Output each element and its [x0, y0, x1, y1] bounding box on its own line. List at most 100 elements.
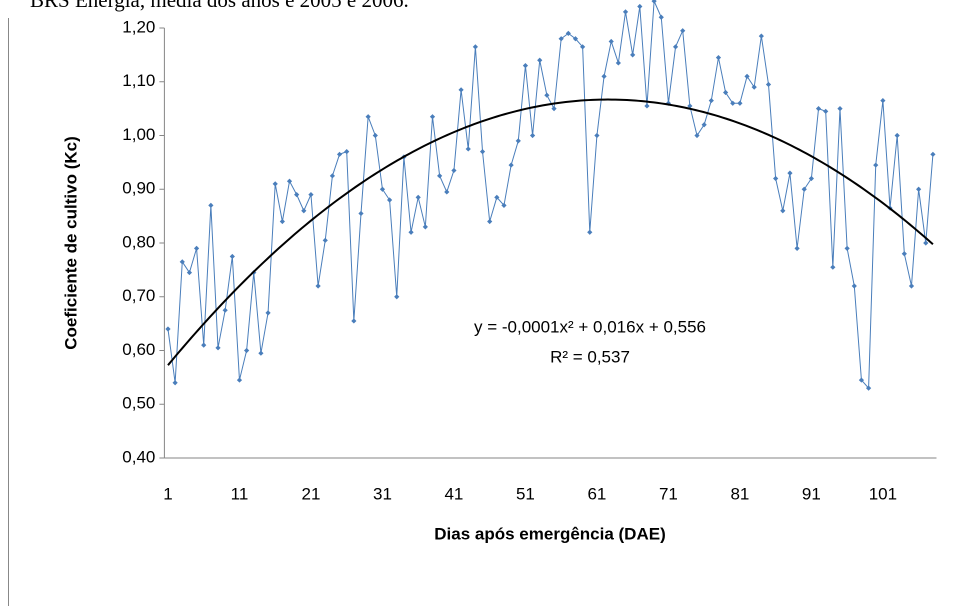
y-tick-label: 0,90 [122, 179, 155, 198]
data-point [472, 44, 478, 50]
y-axis-title: Coeficiente de cultivo (Kc) [61, 136, 80, 349]
data-point [844, 245, 850, 251]
data-point [208, 202, 214, 208]
data-point [837, 106, 843, 112]
data-point [801, 186, 807, 192]
data-point [708, 97, 714, 104]
x-tick-label: 81 [730, 484, 749, 503]
data-point [687, 103, 693, 109]
data-point [815, 106, 822, 112]
data-point [193, 245, 200, 251]
data-point [351, 318, 357, 324]
data-point [851, 283, 857, 289]
data-point [551, 106, 557, 112]
y-tick-label: 0,40 [122, 447, 155, 466]
data-point [408, 229, 414, 235]
x-tick-label: 61 [587, 484, 606, 503]
x-axis-title: Dias após emergência (DAE) [434, 524, 665, 543]
data-point [701, 122, 707, 128]
data-point [344, 149, 350, 155]
data-point [294, 192, 300, 198]
data-point [758, 33, 764, 39]
data-point [651, 0, 657, 4]
data-point [258, 350, 264, 356]
x-tick-label: 21 [301, 484, 320, 503]
x-tick-label: 101 [869, 484, 897, 503]
data-point [930, 151, 936, 157]
data-point [222, 307, 228, 313]
data-point [680, 28, 686, 34]
y-tick-label: 1,20 [122, 17, 155, 36]
data-point [751, 84, 757, 90]
data-point [615, 60, 621, 66]
data-point [429, 114, 436, 120]
data-point [379, 186, 386, 192]
data-point [444, 189, 450, 195]
data-point [558, 36, 564, 42]
data-point [923, 240, 929, 246]
trend-equation: y = -0,0001x² + 0,016x + 0,556 [474, 317, 706, 336]
x-tick-label: 1 [163, 484, 172, 503]
x-tick-label: 91 [802, 484, 821, 503]
data-point [522, 63, 529, 69]
data-point [451, 167, 457, 174]
plot-area [165, 0, 936, 391]
data-point [865, 385, 872, 391]
data-point [587, 229, 593, 235]
data-point [515, 138, 521, 144]
data-point [415, 194, 421, 200]
data-point [644, 103, 650, 109]
data-point [215, 345, 221, 351]
data-point [329, 173, 336, 179]
data-point [308, 192, 314, 198]
data-point [201, 342, 207, 348]
data-point [236, 377, 243, 383]
x-tick-label: 41 [444, 484, 463, 503]
data-point [794, 245, 800, 251]
data-point [437, 173, 443, 179]
y-tick-label: 1,00 [122, 125, 155, 144]
data-point [386, 197, 393, 203]
x-tick-label: 71 [659, 484, 678, 503]
data-point [537, 57, 543, 63]
y-tick-label: 0,70 [122, 286, 155, 305]
data-point [322, 237, 328, 243]
data-point [916, 186, 922, 192]
data-point [730, 100, 736, 106]
data-point [279, 218, 285, 225]
data-point [858, 377, 865, 383]
data-point [658, 14, 664, 20]
data-point [372, 132, 378, 139]
y-tick-label: 0,60 [122, 340, 155, 359]
data-point [873, 162, 879, 168]
data-point [422, 224, 428, 230]
data-point [358, 210, 364, 217]
data-point [630, 52, 636, 58]
data-point [336, 151, 343, 157]
data-point [715, 54, 722, 61]
data-point [186, 269, 193, 276]
data-point [901, 251, 907, 257]
data-point [908, 283, 915, 289]
data-point [465, 146, 471, 152]
data-point [694, 132, 700, 139]
data-point [301, 208, 307, 214]
data-point [608, 38, 614, 45]
data-point [165, 326, 171, 332]
data-point [179, 259, 185, 265]
data-point [765, 81, 772, 88]
data-point [501, 202, 507, 208]
data-point [773, 175, 779, 182]
x-tick-label: 31 [373, 484, 392, 503]
data-point [780, 208, 786, 214]
data-point [315, 283, 321, 289]
trendline [167, 98, 934, 366]
data-point [665, 100, 672, 106]
data-line [167, 0, 934, 390]
y-tick-label: 0,80 [122, 232, 155, 251]
caption: BRS Energia, média dos anos e 2005 e 200… [30, 0, 409, 12]
data-point [601, 73, 607, 79]
data-point [723, 89, 729, 96]
